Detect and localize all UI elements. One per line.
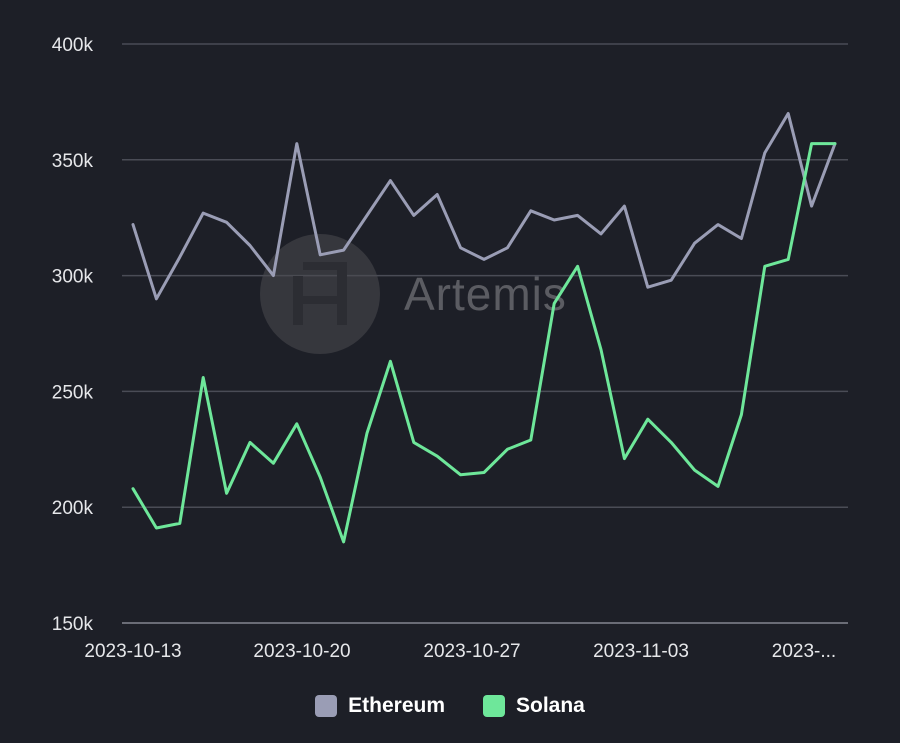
legend-item-ethereum[interactable]: Ethereum: [315, 694, 445, 718]
y-tick-label: 400k: [52, 35, 94, 56]
line-chart: Artemis 150k 200k 250k 300k 350k 400k 2023-10…: [52, 35, 848, 662]
artemis-watermark: Artemis: [260, 234, 567, 354]
legend-swatch-ethereum: [315, 695, 338, 717]
grid-lines: [122, 43, 848, 508]
x-tick-label: 2023-11-03: [593, 641, 689, 662]
x-tick-label: 2023-...: [772, 641, 836, 662]
legend-item-solana[interactable]: Solana: [483, 694, 585, 718]
y-tick-label: 250k: [52, 382, 94, 403]
y-tick-label: 150k: [52, 614, 94, 635]
legend: Ethereum Solana: [0, 694, 900, 718]
series-line-solana: [131, 142, 837, 544]
legend-label-solana: Solana: [516, 694, 585, 717]
y-tick-label: 300k: [52, 267, 94, 288]
series-lines: [131, 112, 837, 544]
y-axis-ticks: 150k 200k 250k 300k 350k 400k: [52, 35, 94, 635]
x-tick-label: 2023-10-20: [253, 641, 350, 662]
y-tick-label: 350k: [52, 151, 94, 172]
x-tick-label: 2023-10-13: [84, 641, 181, 662]
legend-label-ethereum: Ethereum: [348, 694, 445, 717]
x-tick-label: 2023-10-27: [423, 641, 520, 662]
legend-swatch-solana: [483, 695, 505, 717]
x-axis-ticks: 2023-10-13 2023-10-20 2023-10-27 2023-11-03…: [84, 641, 836, 662]
series-line-ethereum: [131, 112, 837, 301]
watermark-text: Artemis: [404, 268, 567, 320]
y-tick-label: 200k: [52, 498, 94, 519]
